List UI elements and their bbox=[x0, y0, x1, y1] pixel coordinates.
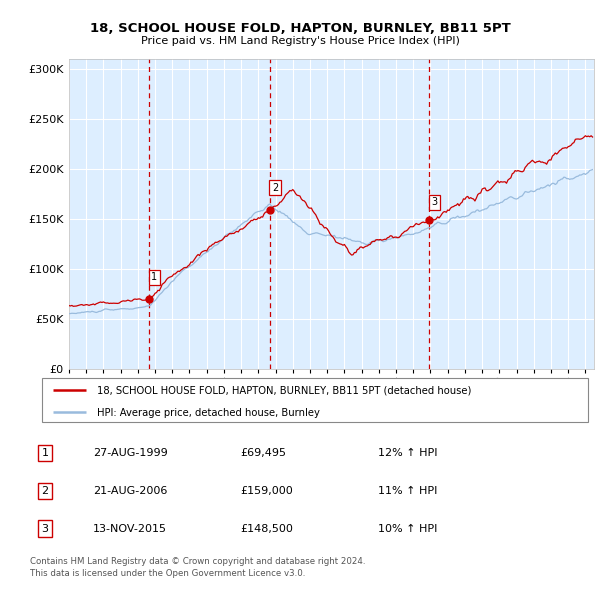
Text: £159,000: £159,000 bbox=[240, 486, 293, 496]
Text: 3: 3 bbox=[431, 198, 437, 207]
Text: 13-NOV-2015: 13-NOV-2015 bbox=[93, 524, 167, 533]
Text: 11% ↑ HPI: 11% ↑ HPI bbox=[378, 486, 437, 496]
FancyBboxPatch shape bbox=[42, 378, 588, 422]
Text: 1: 1 bbox=[151, 273, 158, 283]
Text: 18, SCHOOL HOUSE FOLD, HAPTON, BURNLEY, BB11 5PT (detached house): 18, SCHOOL HOUSE FOLD, HAPTON, BURNLEY, … bbox=[97, 386, 471, 396]
Text: 2: 2 bbox=[41, 486, 49, 496]
Text: 27-AUG-1999: 27-AUG-1999 bbox=[93, 448, 168, 458]
Text: HPI: Average price, detached house, Burnley: HPI: Average price, detached house, Burn… bbox=[97, 408, 319, 418]
Text: Contains HM Land Registry data © Crown copyright and database right 2024.: Contains HM Land Registry data © Crown c… bbox=[30, 557, 365, 566]
Text: 18, SCHOOL HOUSE FOLD, HAPTON, BURNLEY, BB11 5PT: 18, SCHOOL HOUSE FOLD, HAPTON, BURNLEY, … bbox=[89, 22, 511, 35]
Text: 2: 2 bbox=[272, 183, 278, 193]
Text: £148,500: £148,500 bbox=[240, 524, 293, 533]
Text: 1: 1 bbox=[41, 448, 49, 458]
Text: 3: 3 bbox=[41, 524, 49, 533]
Text: 10% ↑ HPI: 10% ↑ HPI bbox=[378, 524, 437, 533]
Text: Price paid vs. HM Land Registry's House Price Index (HPI): Price paid vs. HM Land Registry's House … bbox=[140, 37, 460, 46]
Text: £69,495: £69,495 bbox=[240, 448, 286, 458]
Text: This data is licensed under the Open Government Licence v3.0.: This data is licensed under the Open Gov… bbox=[30, 569, 305, 578]
Text: 12% ↑ HPI: 12% ↑ HPI bbox=[378, 448, 437, 458]
Text: 21-AUG-2006: 21-AUG-2006 bbox=[93, 486, 167, 496]
